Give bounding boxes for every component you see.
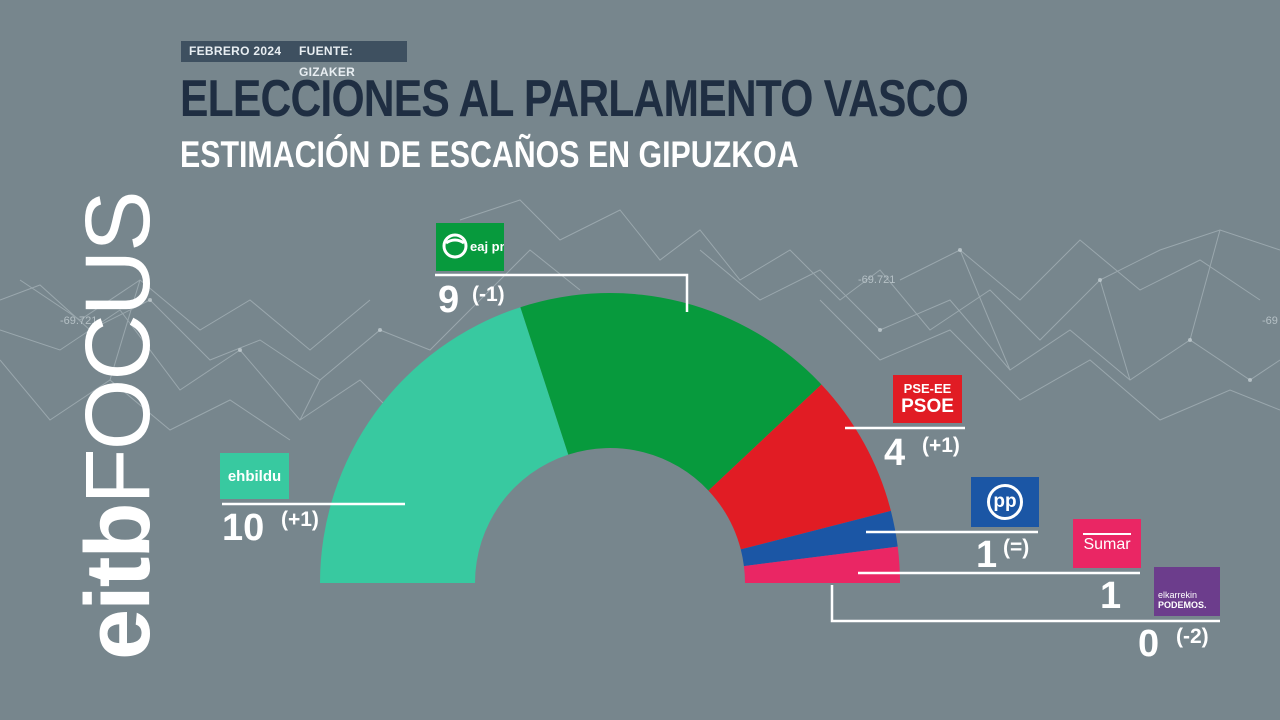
pp-logo: pp [971, 477, 1039, 527]
sumar-seats: 1 [1100, 575, 1122, 617]
sumar-logo-text: Sumar [1083, 533, 1131, 554]
podemos-seats: 0 [1138, 623, 1160, 665]
seat-segment-pnv [520, 293, 822, 491]
ehbildu-logo: ehbildu [220, 453, 289, 499]
seat-segment-psoe [708, 384, 891, 550]
pnv-seats: 9 [438, 279, 460, 321]
sumar-logo: Sumar [1073, 519, 1141, 568]
pnv-logo: eaj pnv [436, 223, 504, 271]
seat-segment-pp [740, 510, 898, 567]
podemos-logo: elkarrekin PODEMOS. [1154, 567, 1220, 616]
source-label: FUENTE: GIZAKER [299, 44, 356, 79]
bg-label-1: -69.721 [60, 315, 97, 327]
pnv-change: (-1) [472, 283, 505, 306]
psoe-change: (+1) [922, 434, 960, 457]
date-label: FEBRERO 2024 [189, 44, 282, 58]
seat-segment-ehbildu [320, 307, 569, 583]
psoe-logo-line-2: PSOE [901, 396, 954, 417]
page-title: ELECCIONES AL PARLAMENTO VASCO [180, 70, 969, 128]
podemos-logo-line-2: PODEMOS. [1158, 600, 1207, 610]
pnv-logo-text: eaj pnv [470, 239, 504, 254]
psoe-logo: PSE-EE PSOE [893, 375, 962, 423]
page-subtitle: ESTIMACIÓN DE ESCAÑOS EN GIPUZKOA [180, 134, 799, 175]
bg-label-3: -69 [1262, 315, 1278, 327]
psoe-logo-line-1: PSE-EE [903, 381, 952, 396]
podemos-change: (-2) [1176, 625, 1209, 648]
leader-line-pnv [435, 273, 689, 312]
pp-logo-text: pp [987, 484, 1023, 520]
ehbildu-seats: 10 [222, 507, 265, 549]
date-source-tag: FEBRERO 2024 FUENTE: GIZAKER [181, 41, 407, 79]
pnv-sun-icon: eaj pnv [442, 233, 504, 259]
pp-change: (=) [1003, 536, 1030, 559]
ehbildu-change: (+1) [281, 508, 319, 531]
podemos-logo-line-1: elkarrekin [1158, 590, 1198, 600]
bg-label-2: -69.721 [858, 274, 895, 286]
leader-line-podemos [830, 585, 1220, 623]
pp-seats: 1 [976, 534, 998, 576]
psoe-seats: 4 [884, 432, 906, 474]
